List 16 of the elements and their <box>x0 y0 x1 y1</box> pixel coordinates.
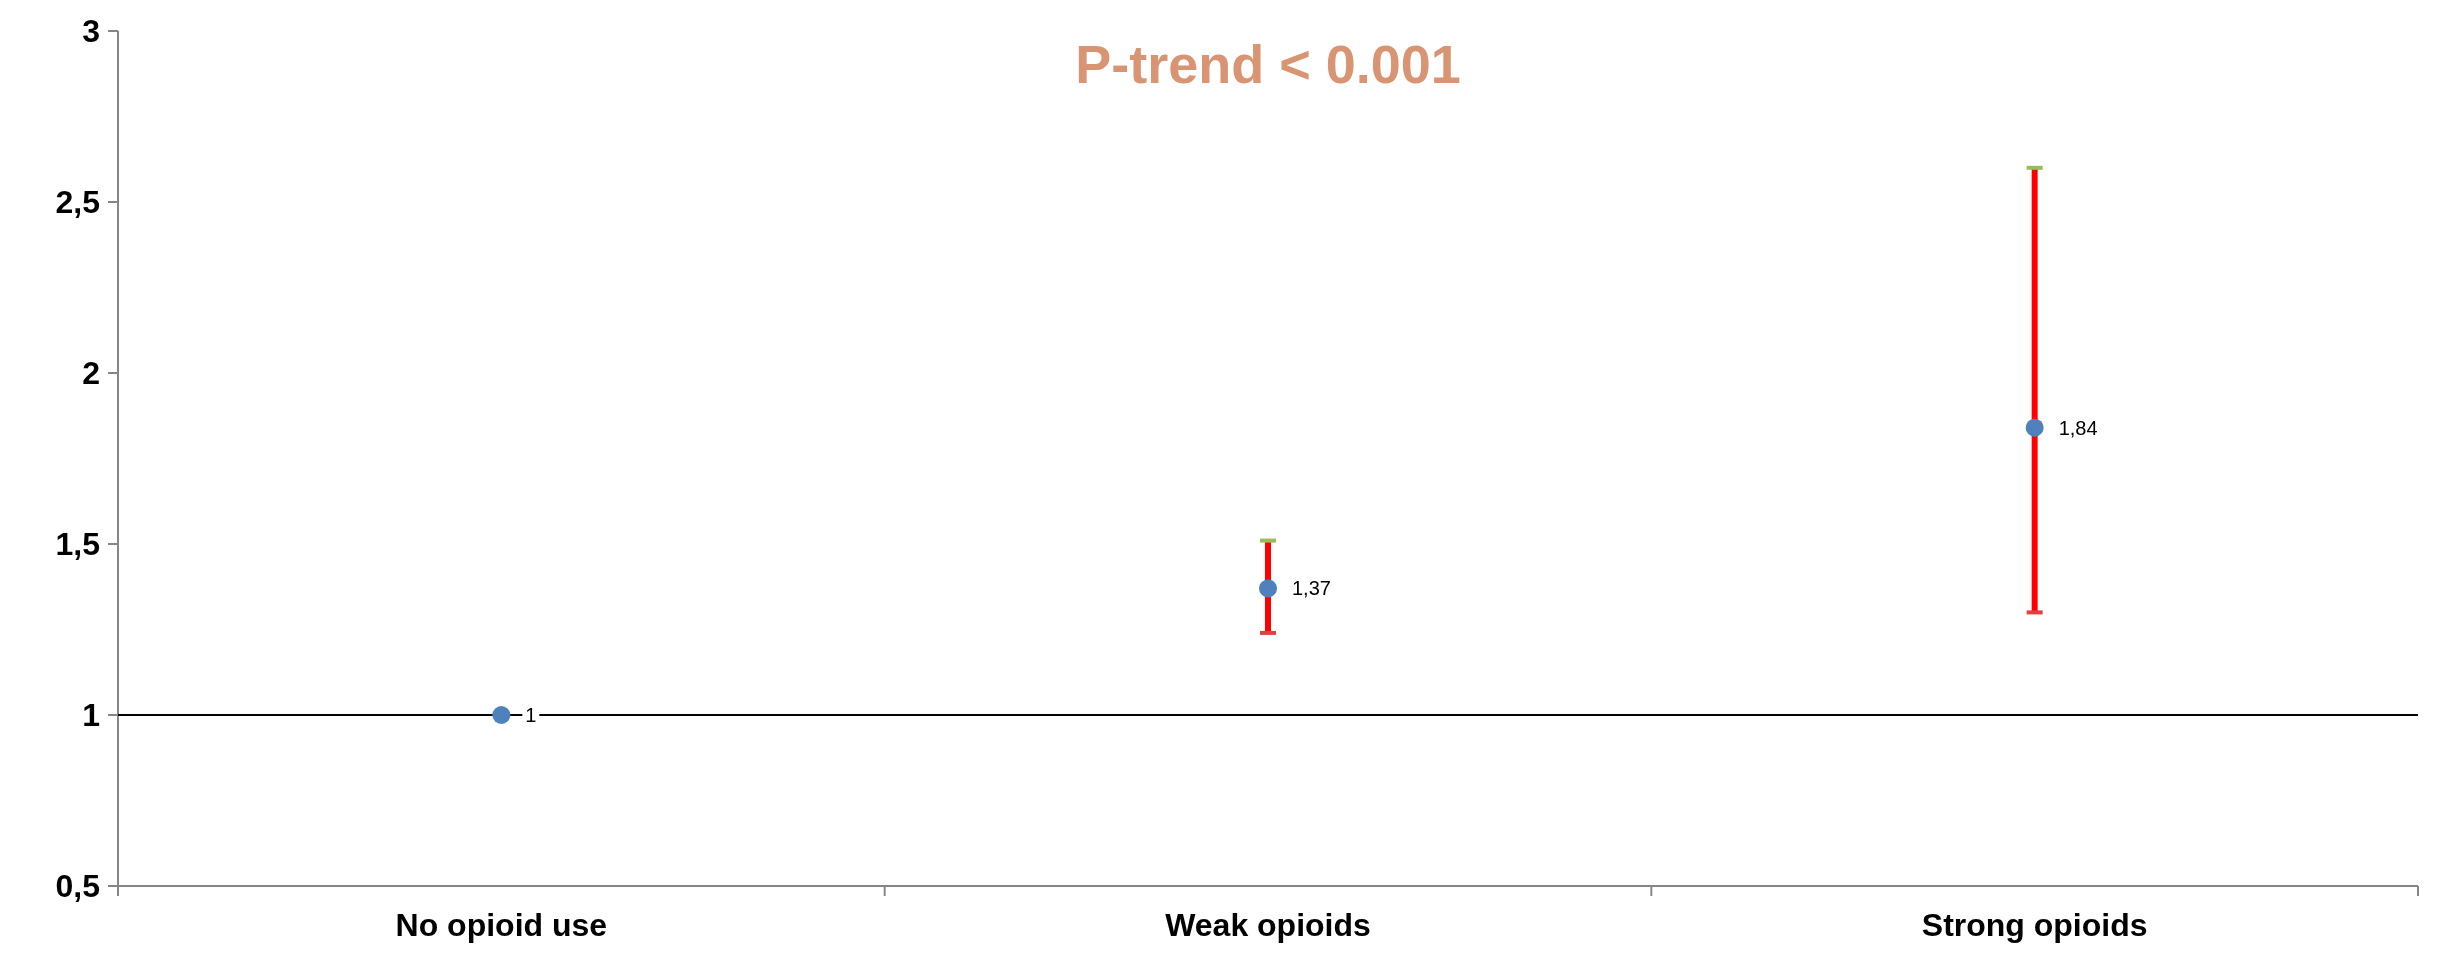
y-tick-label: 2 <box>82 355 100 392</box>
point <box>492 706 511 724</box>
point <box>1259 579 1277 598</box>
point <box>2025 418 2044 437</box>
x-tick-label: No opioid use <box>395 907 608 943</box>
y-tick-label: 1 <box>82 697 100 734</box>
chart-title: P-trend < 0.001 <box>1075 34 1461 94</box>
y-tick-label: 1,5 <box>55 526 100 563</box>
y-tick-label: 3 <box>82 13 100 50</box>
x-tick-label: Strong opioids <box>1921 907 2148 943</box>
data-label: 1,84 <box>2058 416 2098 439</box>
data-label: 1 <box>525 704 537 726</box>
y-tick-label: 0,5 <box>55 868 100 905</box>
data-label: 1,37 <box>1292 577 1331 600</box>
y-tick-label: 2,5 <box>55 184 100 221</box>
x-tick-label: Weak opioids <box>1165 907 1371 943</box>
